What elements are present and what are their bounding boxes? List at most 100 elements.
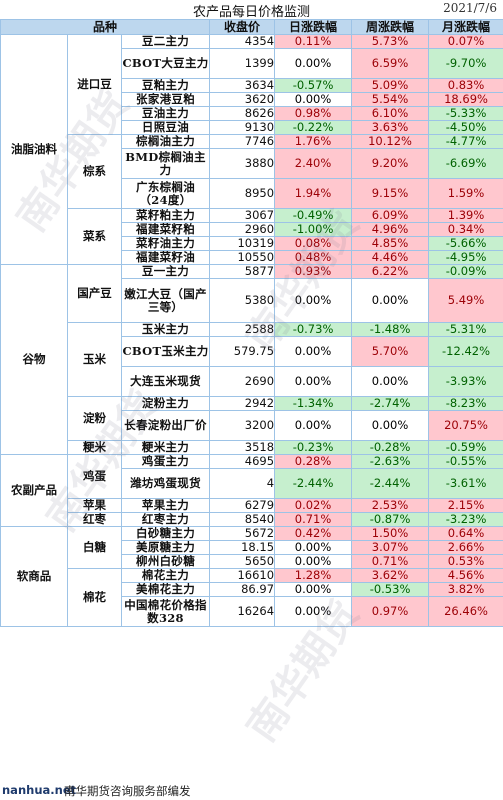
week-change-cell: 3.62%	[351, 568, 430, 583]
week-change-cell: 6.09%	[351, 208, 430, 223]
table-row: 粳米 粳米主力 3518 -0.23% -0.28% -0.59%	[1, 440, 503, 455]
month-change-cell: 26.46%	[428, 596, 503, 627]
close-price: 4354	[209, 34, 276, 49]
close-price: 579.75	[209, 336, 276, 367]
title-bar: 农产品每日价格监测 2021/7/6	[0, 0, 503, 20]
table-row: 张家港豆粕 3620 0.00% 5.54% 18.69%	[1, 92, 503, 107]
month-change-cell: -5.33%	[428, 106, 503, 121]
week-change-cell: 4.46%	[351, 250, 430, 265]
commodity-name: 菜籽油主力	[120, 236, 211, 251]
month-change-cell: -9.70%	[428, 48, 503, 79]
close-price: 10319	[209, 236, 276, 251]
day-change-cell: 0.28%	[274, 454, 353, 469]
table-row: 福建菜籽粕 2960 -1.00% 4.96% 0.34%	[1, 222, 503, 237]
table-row: 农副产品 鸡蛋 鸡蛋主力 4695 0.28% -2.63% -0.55%	[0, 454, 503, 527]
commodity-name: 嫩江大豆（国产三等）	[120, 278, 211, 323]
commodity-name: 日照豆油	[120, 120, 211, 135]
commodity-name: 美原糖主力	[120, 540, 211, 555]
week-change-cell: 9.20%	[351, 148, 430, 179]
commodity-name: 张家港豆粕	[120, 92, 211, 107]
day-change-cell: -1.00%	[274, 222, 353, 237]
table-row: 油脂油料 进口豆 豆二主力 4354 0.11% 5.73% 0.07%	[0, 34, 503, 265]
subgroup-label: 棕系	[67, 134, 122, 209]
close-price: 3200	[209, 410, 276, 441]
month-change-cell: 2.15%	[428, 498, 503, 513]
month-change-cell: 20.75%	[428, 410, 503, 441]
close-price: 2960	[209, 222, 276, 237]
day-change-cell: 2.40%	[274, 148, 353, 179]
day-change-cell: 0.00%	[274, 92, 353, 107]
table-row: 菜系 菜籽粕主力 3067 -0.49% 6.09% 1.39%	[1, 208, 503, 265]
page-title: 农产品每日价格监测	[192, 5, 310, 20]
close-price: 4	[209, 468, 276, 499]
day-change-cell: -0.49%	[274, 208, 353, 223]
subgroup-label: 进口豆	[67, 34, 122, 135]
month-change-cell: 3.82%	[428, 582, 503, 597]
commodity-name: CBOT玉米主力	[120, 336, 211, 367]
group-label: 软商品	[0, 526, 68, 627]
month-change-cell: 0.64%	[428, 526, 503, 541]
day-change-cell: -2.44%	[274, 468, 353, 499]
day-change-cell: 0.08%	[274, 236, 353, 251]
week-change-cell: 6.22%	[351, 264, 430, 279]
day-change-cell: 0.48%	[274, 250, 353, 265]
close-price: 8540	[209, 512, 276, 527]
subgroup-label: 玉米	[67, 322, 122, 397]
commodity-name: 红枣主力	[120, 512, 211, 527]
close-price: 18.15	[209, 540, 276, 555]
day-change-cell: 1.28%	[274, 568, 353, 583]
header-variety: 品种	[0, 19, 211, 35]
week-change-cell: -2.63%	[351, 454, 430, 469]
commodity-name: 豆油主力	[120, 106, 211, 121]
week-change-cell: -2.74%	[351, 396, 430, 411]
day-change-cell: 0.98%	[274, 106, 353, 121]
close-price: 5877	[209, 264, 276, 279]
week-change-cell: 0.00%	[351, 366, 430, 397]
commodity-name: 广东棕榈油（24度）	[120, 178, 211, 209]
day-change-cell: 0.00%	[274, 596, 353, 627]
commodity-name: 福建菜籽油	[120, 250, 211, 265]
close-price: 7746	[209, 134, 276, 149]
table-row: 豆油主力 8626 0.98% 6.10% -5.33%	[1, 106, 503, 121]
table-row: 豆粕主力 3634 -0.57% 5.09% 0.83%	[1, 78, 503, 93]
close-price: 10550	[209, 250, 276, 265]
month-change-cell: 0.07%	[428, 34, 503, 49]
subgroup-label: 棉花	[67, 568, 122, 627]
day-change-cell: 0.42%	[274, 526, 353, 541]
close-price: 2942	[209, 396, 276, 411]
close-price: 8950	[209, 178, 276, 209]
month-change-cell: 0.53%	[428, 554, 503, 569]
header-week-change: 周涨跌幅	[351, 19, 430, 35]
week-change-cell: 1.50%	[351, 526, 430, 541]
month-change-cell: -12.42%	[428, 336, 503, 367]
week-change-cell: 4.96%	[351, 222, 430, 237]
month-change-cell: -3.61%	[428, 468, 503, 499]
close-price: 3518	[209, 440, 276, 455]
week-change-cell: 5.09%	[351, 78, 430, 93]
close-price: 3067	[209, 208, 276, 223]
close-price: 6279	[209, 498, 276, 513]
week-change-cell: -0.53%	[351, 582, 430, 597]
month-change-cell: -5.31%	[428, 322, 503, 337]
close-price: 86.97	[209, 582, 276, 597]
close-price: 3880	[209, 148, 276, 179]
commodity-name: 玉米主力	[120, 322, 211, 337]
month-change-cell: -6.69%	[428, 148, 503, 179]
day-change-cell: 0.00%	[274, 366, 353, 397]
day-change-cell: 0.02%	[274, 498, 353, 513]
week-change-cell: 0.00%	[351, 278, 430, 323]
close-price: 16264	[209, 596, 276, 627]
commodity-name: 潍坊鸡蛋现货	[120, 468, 211, 499]
close-price: 1399	[209, 48, 276, 79]
week-change-cell: 9.15%	[351, 178, 430, 209]
month-change-cell: 5.49%	[428, 278, 503, 323]
close-price: 4695	[209, 454, 276, 469]
week-change-cell: 6.59%	[351, 48, 430, 79]
group-label: 谷物	[0, 264, 68, 455]
commodity-name: 粳米主力	[120, 440, 211, 455]
table-row: 菜籽油主力 10319 0.08% 4.85% -5.66%	[1, 236, 503, 251]
close-price: 2690	[209, 366, 276, 397]
month-change-cell: -5.66%	[428, 236, 503, 251]
table-row: 潍坊鸡蛋现货 4 -2.44% -2.44% -3.61%	[1, 468, 503, 499]
week-change-cell: 0.00%	[351, 410, 430, 441]
